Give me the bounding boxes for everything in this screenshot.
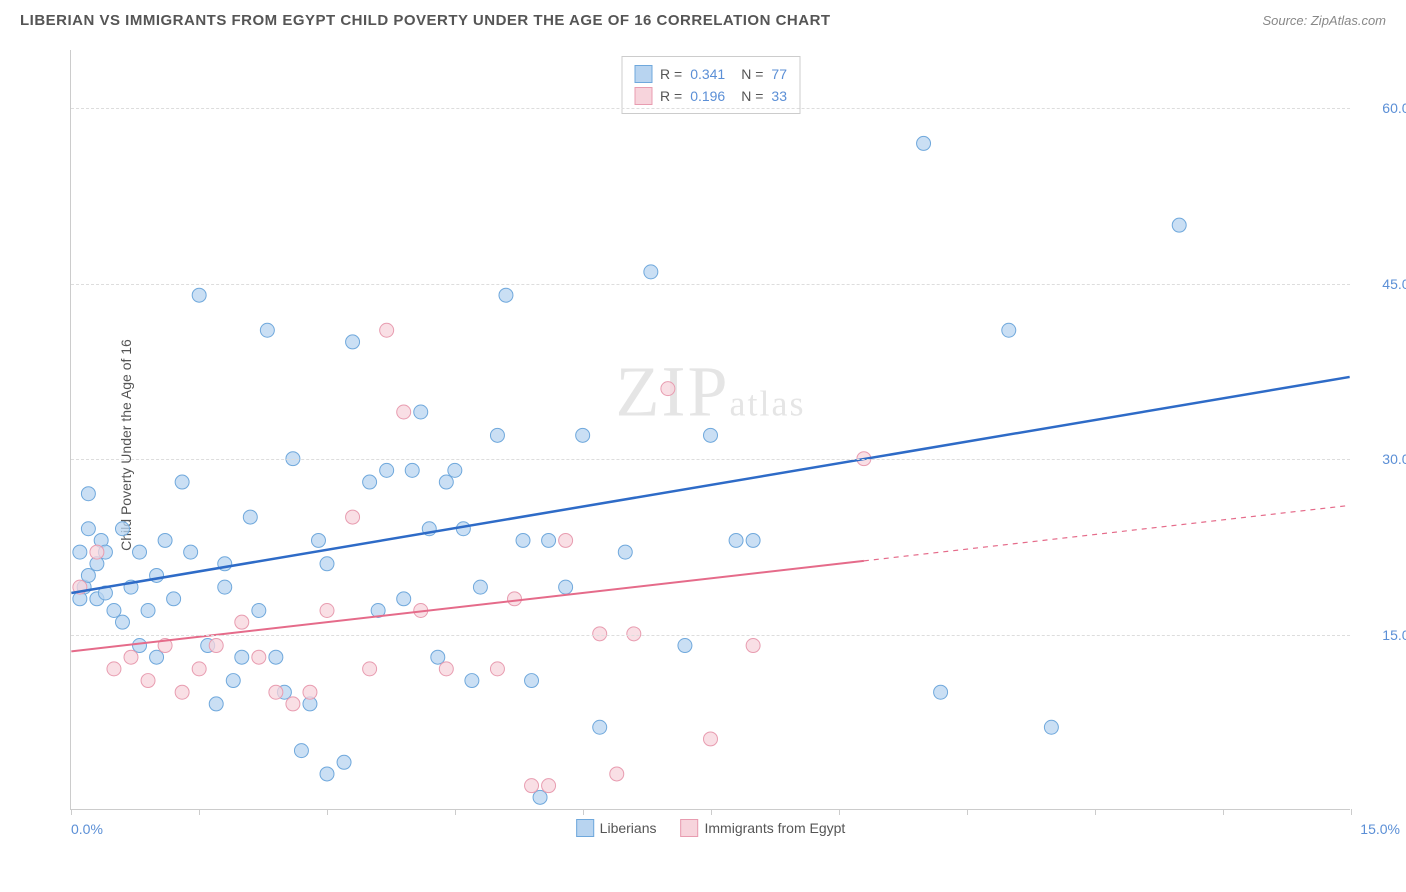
legend-item-0: Liberians bbox=[576, 819, 657, 837]
x-tick bbox=[1095, 809, 1096, 815]
x-axis-max-label: 15.0% bbox=[1360, 821, 1400, 837]
r-value-1: 0.196 bbox=[690, 88, 725, 104]
r-label: R = bbox=[660, 88, 682, 104]
chart-header: LIBERIAN VS IMMIGRANTS FROM EGYPT CHILD … bbox=[0, 0, 1406, 37]
plot-area: ZIPatlas R = 0.341 N = 77 R = 0.196 N = … bbox=[70, 50, 1350, 810]
legend-label-1: Immigrants from Egypt bbox=[705, 820, 846, 836]
source-attribution: Source: ZipAtlas.com bbox=[1262, 13, 1386, 28]
r-label: R = bbox=[660, 66, 682, 82]
y-tick-label: 60.0% bbox=[1382, 100, 1406, 116]
gridline bbox=[71, 635, 1350, 636]
chart-title: LIBERIAN VS IMMIGRANTS FROM EGYPT CHILD … bbox=[20, 12, 831, 29]
y-tick-label: 30.0% bbox=[1382, 451, 1406, 467]
swatch-series-0 bbox=[634, 65, 652, 83]
x-tick bbox=[455, 809, 456, 815]
stats-legend: R = 0.341 N = 77 R = 0.196 N = 33 bbox=[621, 56, 800, 114]
bottom-legend: Liberians Immigrants from Egypt bbox=[576, 819, 846, 837]
gridline bbox=[71, 284, 1350, 285]
x-tick bbox=[967, 809, 968, 815]
x-tick bbox=[199, 809, 200, 815]
r-value-0: 0.341 bbox=[690, 66, 725, 82]
legend-item-1: Immigrants from Egypt bbox=[681, 819, 846, 837]
x-axis-min-label: 0.0% bbox=[71, 821, 103, 837]
swatch-icon bbox=[681, 819, 699, 837]
n-value-0: 77 bbox=[771, 66, 787, 82]
chart-container: Child Poverty Under the Age of 16 ZIPatl… bbox=[50, 50, 1380, 840]
swatch-series-1 bbox=[634, 87, 652, 105]
watermark: ZIPatlas bbox=[616, 350, 806, 433]
x-tick bbox=[839, 809, 840, 815]
stats-row-series-1: R = 0.196 N = 33 bbox=[634, 85, 787, 107]
x-tick bbox=[327, 809, 328, 815]
n-value-1: 33 bbox=[771, 88, 787, 104]
gridline bbox=[71, 108, 1350, 109]
gridline bbox=[71, 459, 1350, 460]
swatch-icon bbox=[576, 819, 594, 837]
y-tick-label: 45.0% bbox=[1382, 276, 1406, 292]
legend-label-0: Liberians bbox=[600, 820, 657, 836]
y-tick-label: 15.0% bbox=[1382, 627, 1406, 643]
scatter-svg bbox=[71, 50, 1350, 809]
x-tick bbox=[71, 809, 72, 815]
x-tick bbox=[583, 809, 584, 815]
x-tick bbox=[1223, 809, 1224, 815]
n-label: N = bbox=[741, 88, 763, 104]
stats-row-series-0: R = 0.341 N = 77 bbox=[634, 63, 787, 85]
x-tick bbox=[1351, 809, 1352, 815]
x-tick bbox=[711, 809, 712, 815]
n-label: N = bbox=[741, 66, 763, 82]
